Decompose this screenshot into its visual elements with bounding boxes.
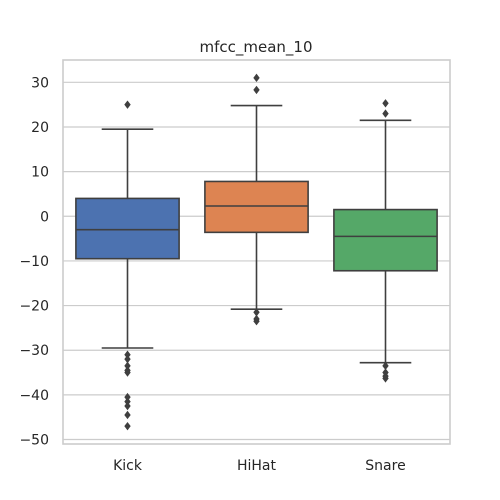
outlier-point: [124, 361, 131, 371]
x-tick-label: HiHat: [237, 458, 277, 474]
outlier-point: [253, 73, 260, 83]
outlier-point: [124, 410, 131, 420]
y-tick-label: 20: [31, 120, 49, 136]
iqr-box: [333, 208, 438, 272]
y-tick-label: 0: [40, 209, 49, 225]
outlier-point: [253, 85, 260, 95]
outlier-point: [124, 350, 131, 359]
outlier-point: [382, 361, 389, 371]
outlier-point: [124, 368, 131, 377]
y-tick-label: −40: [19, 388, 49, 404]
outlier-point: [253, 317, 260, 326]
outlier-point: [382, 374, 389, 383]
plot-area: [63, 73, 450, 441]
chart-title: mfcc_mean_10: [199, 38, 312, 57]
outlier-point: [124, 397, 131, 406]
y-tick-label: −30: [19, 343, 49, 359]
outlier-point: [253, 308, 260, 317]
outlier-point: [124, 421, 131, 431]
outlier-point: [124, 354, 131, 364]
outlier-point: [382, 109, 389, 118]
y-tick-label: −20: [19, 299, 49, 315]
iqr-box: [204, 180, 309, 234]
outlier-point: [382, 99, 389, 108]
outlier-point: [124, 100, 131, 109]
box-hihat: [204, 73, 309, 326]
x-tick-label: Kick: [113, 458, 143, 474]
y-tick-label: −10: [19, 254, 49, 270]
box-kick: [75, 100, 180, 431]
iqr-box: [75, 197, 180, 260]
plot-frame: [62, 59, 451, 445]
box-snare: [333, 99, 438, 383]
outlier-point: [124, 401, 131, 411]
y-tick-label: 30: [31, 75, 49, 91]
y-tick-label: −50: [19, 433, 49, 449]
x-tick-label: Snare: [365, 458, 405, 474]
y-tick-label: 10: [31, 165, 49, 181]
outlier-point: [124, 392, 131, 402]
